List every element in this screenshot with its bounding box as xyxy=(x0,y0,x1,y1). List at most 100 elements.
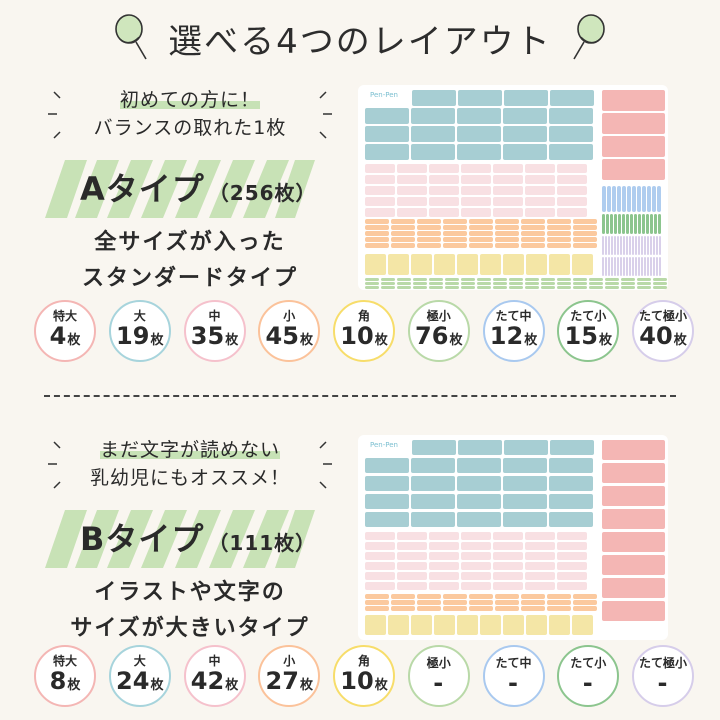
sticker-vertical-extra-small xyxy=(647,257,649,276)
sticker-large xyxy=(411,494,455,509)
quantity-unit: 枚 xyxy=(299,677,313,693)
sticker-small xyxy=(573,219,597,224)
sticker-sheet-preview-b: Pen-Pen xyxy=(358,435,668,640)
sticker-small xyxy=(417,225,441,230)
sticker-square xyxy=(503,615,524,635)
sticker-extra-small xyxy=(365,278,379,281)
sticker-small xyxy=(443,606,467,611)
size-quantity: 35 枚 xyxy=(191,323,238,354)
sticker-small xyxy=(469,225,493,230)
sticker-medium xyxy=(493,164,523,173)
sticker-small xyxy=(469,219,493,224)
sticker-small xyxy=(391,606,415,611)
sticker-vertical-small xyxy=(658,214,661,234)
sticker-vertical-medium xyxy=(627,186,631,212)
sticker-extra-small xyxy=(397,286,411,289)
catchphrase: まだ文字が読めない 乳幼児にもオススメ！ xyxy=(40,436,340,496)
sticker-medium xyxy=(525,186,555,195)
sticker-small xyxy=(495,606,519,611)
sticker-square xyxy=(572,254,593,275)
sticker-medium xyxy=(525,175,555,184)
type-description: イラストや文字の サイズが大きいタイプ xyxy=(40,575,340,647)
sticker-square xyxy=(457,254,478,275)
sticker-vertical-extra-small xyxy=(641,257,643,276)
sticker-small xyxy=(391,225,415,230)
sticker-small xyxy=(547,243,571,248)
sticker-extra-small xyxy=(509,286,523,289)
sticker-vertical-medium xyxy=(602,186,606,212)
sticker-extra-small xyxy=(381,282,395,285)
sticker-medium xyxy=(493,552,523,560)
sticker-large xyxy=(503,476,547,491)
quantity-value: - xyxy=(508,669,518,697)
type-description: 全サイズが入った スタンダードタイプ xyxy=(40,225,340,297)
sticker-medium xyxy=(429,532,459,540)
sticker-vertical-extra-small xyxy=(617,257,619,276)
sticker-medium xyxy=(525,582,555,590)
brand-logo: Pen-Pen xyxy=(370,91,398,99)
sticker-small xyxy=(469,243,493,248)
quantity-unit: 枚 xyxy=(374,332,388,348)
sticker-large xyxy=(457,144,501,160)
sticker-extra-large xyxy=(602,90,665,111)
sticker-large xyxy=(457,458,501,473)
sticker-extra-small xyxy=(429,278,443,281)
sticker-extra-small xyxy=(653,286,667,289)
sticker-square xyxy=(411,615,432,635)
sticker-medium xyxy=(461,572,491,580)
page-title: 選べる4つのレイアウト xyxy=(168,21,552,62)
size-name: 特大 xyxy=(52,653,77,668)
sticker-extra-small xyxy=(541,286,555,289)
sticker-medium xyxy=(557,532,587,540)
sticker-medium xyxy=(461,197,491,206)
sticker-small xyxy=(417,594,441,599)
sticker-large xyxy=(365,458,409,473)
sticker-small xyxy=(547,237,571,242)
size-badge: 角 10 枚 xyxy=(333,300,395,362)
sticker-vertical-extra-small xyxy=(650,257,652,276)
size-badge: 極小 76 枚 xyxy=(407,300,470,362)
sticker-medium xyxy=(557,552,587,560)
sticker-extra-small xyxy=(621,282,635,285)
size-badge: たて中 12 枚 xyxy=(482,300,545,362)
sticker-small xyxy=(469,231,493,236)
quantity-unit: 枚 xyxy=(598,332,612,348)
sticker-vertical-extra-small xyxy=(629,236,631,255)
quantity-value: 24 xyxy=(116,666,150,695)
sticker-medium xyxy=(557,175,587,184)
sticker-vertical-medium xyxy=(632,186,636,212)
sticker-medium xyxy=(397,552,427,560)
sticker-large xyxy=(365,108,409,124)
sticker-medium xyxy=(557,208,587,217)
sticker-extra-small xyxy=(477,278,491,281)
sticker-square xyxy=(572,615,593,635)
sticker-large xyxy=(411,108,455,124)
sticker-large xyxy=(412,440,456,455)
sticker-square xyxy=(457,615,478,635)
quantity-value: 10 xyxy=(340,666,374,695)
sticker-small xyxy=(469,594,493,599)
sticker-vertical-small xyxy=(622,214,625,234)
sticker-extra-small xyxy=(605,286,619,289)
sticker-medium xyxy=(493,542,523,550)
sticker-extra-small xyxy=(381,286,395,289)
quantity-unit: 枚 xyxy=(67,677,81,693)
sticker-medium xyxy=(493,175,523,184)
quantity-value: 4 xyxy=(49,321,67,350)
quantity-unit: 枚 xyxy=(449,332,463,348)
sticker-extra-small xyxy=(509,282,523,285)
sticker-extra-small xyxy=(653,282,667,285)
sticker-extra-small xyxy=(397,278,411,281)
type-label: Bタイプ （111枚） xyxy=(80,514,316,560)
sticker-vertical-extra-small xyxy=(626,236,628,255)
sticker-medium xyxy=(397,532,427,540)
sticker-extra-small xyxy=(477,286,491,289)
size-name: 小 xyxy=(283,308,296,323)
size-quantity: 10 枚 xyxy=(340,323,387,354)
desc-line-2: サイズが大きいタイプ xyxy=(70,616,310,641)
sticker-medium xyxy=(397,582,427,590)
size-name: たて極小 xyxy=(638,308,687,323)
sticker-small xyxy=(573,594,597,599)
sticker-medium xyxy=(525,208,555,217)
